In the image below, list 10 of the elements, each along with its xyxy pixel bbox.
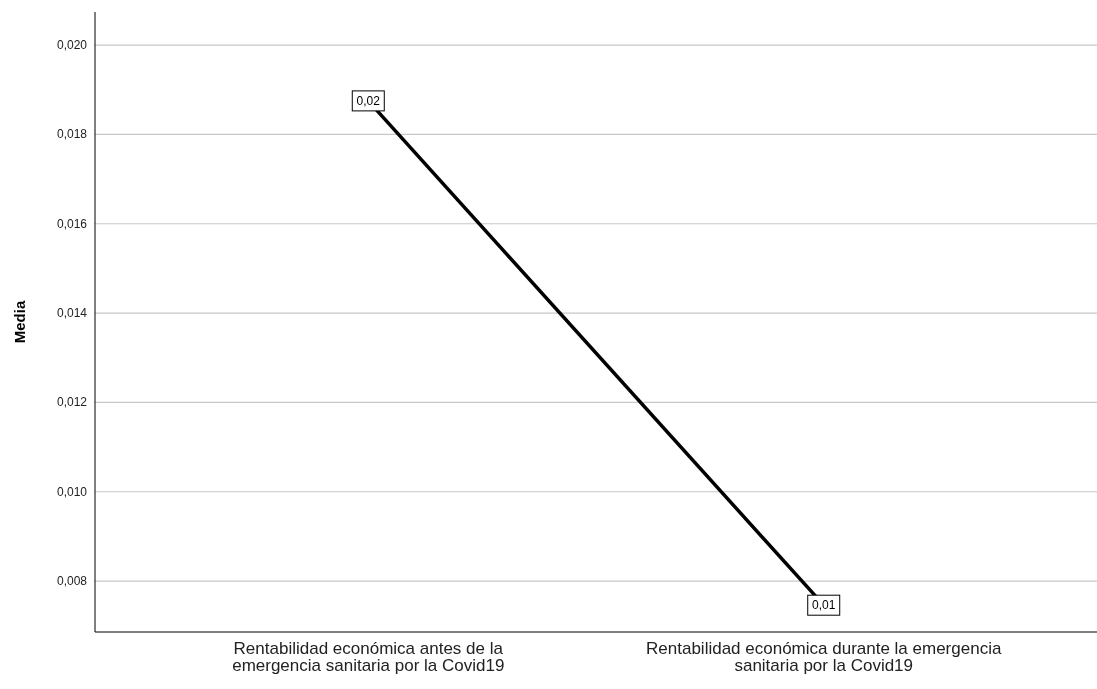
x-tick-label: Rentabilidad económica durante la emergencia sanitaria por la Covid19 <box>646 639 1002 675</box>
y-axis-title: Media <box>11 300 28 344</box>
x-tick-label: Rentabilidad económica antes de la emergencia sanitaria por la Covid19 <box>232 639 505 675</box>
y-tick-label: 0,018 <box>56 127 88 142</box>
y-tick-label: 0,014 <box>56 306 88 321</box>
y-tick-label: 0,012 <box>56 395 88 410</box>
y-tick-label: 0,008 <box>56 574 88 589</box>
y-tick-label: 0,010 <box>56 484 88 499</box>
y-tick-label: 0,016 <box>56 216 88 231</box>
y-tick-label: 0,020 <box>56 38 88 53</box>
